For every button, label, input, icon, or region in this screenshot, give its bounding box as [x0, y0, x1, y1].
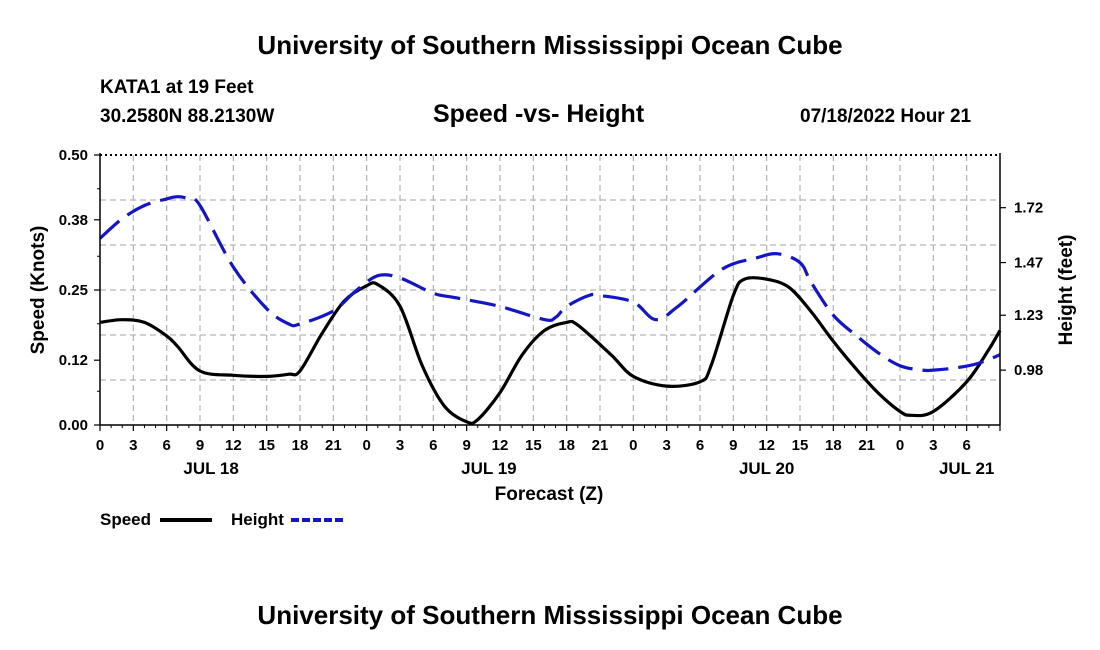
series-line-speed: [99, 276, 1002, 425]
x-tick-label: 12: [492, 437, 509, 454]
chart-subtitle: Speed -vs- Height: [433, 100, 645, 128]
y-axis-title: Speed (Knots): [28, 226, 49, 355]
chart-footer-title: University of Southern Mississippi Ocean…: [257, 600, 843, 630]
y-tick-label: 0.38: [59, 212, 88, 229]
chart-main-title: University of Southern Mississippi Ocean…: [257, 30, 843, 60]
x-tick-label: 15: [258, 437, 275, 454]
x-tick-label: 3: [396, 437, 404, 454]
y2-axis-title: Height (feet): [1056, 235, 1077, 346]
x-tick-label: 9: [729, 437, 737, 454]
x-axis-title: Forecast (Z): [495, 484, 604, 505]
x-tick-label: 3: [929, 437, 937, 454]
x-tick-label: 12: [225, 437, 242, 454]
x-tick-label: 0: [896, 437, 904, 454]
x-date-label: JUL 19: [461, 459, 516, 478]
x-tick-label: 6: [162, 437, 170, 454]
y2-tick-label: 1.72: [1014, 200, 1043, 217]
legend-speed-label: Speed: [100, 510, 152, 529]
x-tick-label: 0: [96, 437, 104, 454]
y2-tick-label: 1.23: [1014, 307, 1043, 324]
series-layer: [98, 195, 1002, 425]
grid-lines: [100, 155, 1000, 425]
y-tick-label: 0.00: [59, 417, 88, 434]
x-tick-label: 21: [858, 437, 875, 454]
x-tick-label: 6: [962, 437, 970, 454]
x-tick-label: 18: [825, 437, 842, 454]
x-date-label: JUL 21: [939, 459, 994, 478]
axes: [94, 153, 1006, 431]
series-line-height: [98, 195, 1001, 373]
legend-height-label: Height: [231, 510, 284, 529]
coordinates-label: 30.2580N 88.2130W: [100, 106, 275, 127]
x-date-label: JUL 20: [739, 459, 794, 478]
y-tick-label: 0.12: [59, 352, 88, 369]
station-label: KATA1 at 19 Feet: [100, 77, 254, 98]
x-tick-label: 18: [292, 437, 309, 454]
legend-speed-line: [160, 518, 212, 522]
x-tick-label: 3: [662, 437, 670, 454]
x-tick-label: 6: [696, 437, 704, 454]
x-tick-label: 9: [462, 437, 470, 454]
legend-height-line: [291, 518, 343, 522]
tick-labels: 0 3 6 9 12 15 18 21 0 3 6 9 12 15 18 21 0 3 6 9 12 15 18 21 0 3 6J…: [59, 147, 1043, 478]
x-tick-label: 0: [362, 437, 370, 454]
x-tick-label: 3: [129, 437, 137, 454]
x-date-label: JUL 18: [183, 459, 238, 478]
y-tick-label: 0.25: [59, 282, 88, 299]
x-tick-label: 21: [592, 437, 609, 454]
x-tick-label: 21: [325, 437, 342, 454]
y-tick-label: 0.50: [59, 147, 88, 164]
x-tick-label: 15: [525, 437, 542, 454]
y2-tick-label: 0.98: [1014, 362, 1043, 379]
x-tick-label: 6: [429, 437, 437, 454]
x-tick-label: 0: [629, 437, 637, 454]
x-tick-label: 9: [196, 437, 204, 454]
x-tick-label: 15: [792, 437, 809, 454]
forecast-datetime: 07/18/2022 Hour 21: [800, 106, 972, 127]
x-tick-label: 12: [758, 437, 775, 454]
y2-tick-label: 1.47: [1014, 255, 1043, 272]
x-tick-label: 18: [558, 437, 575, 454]
